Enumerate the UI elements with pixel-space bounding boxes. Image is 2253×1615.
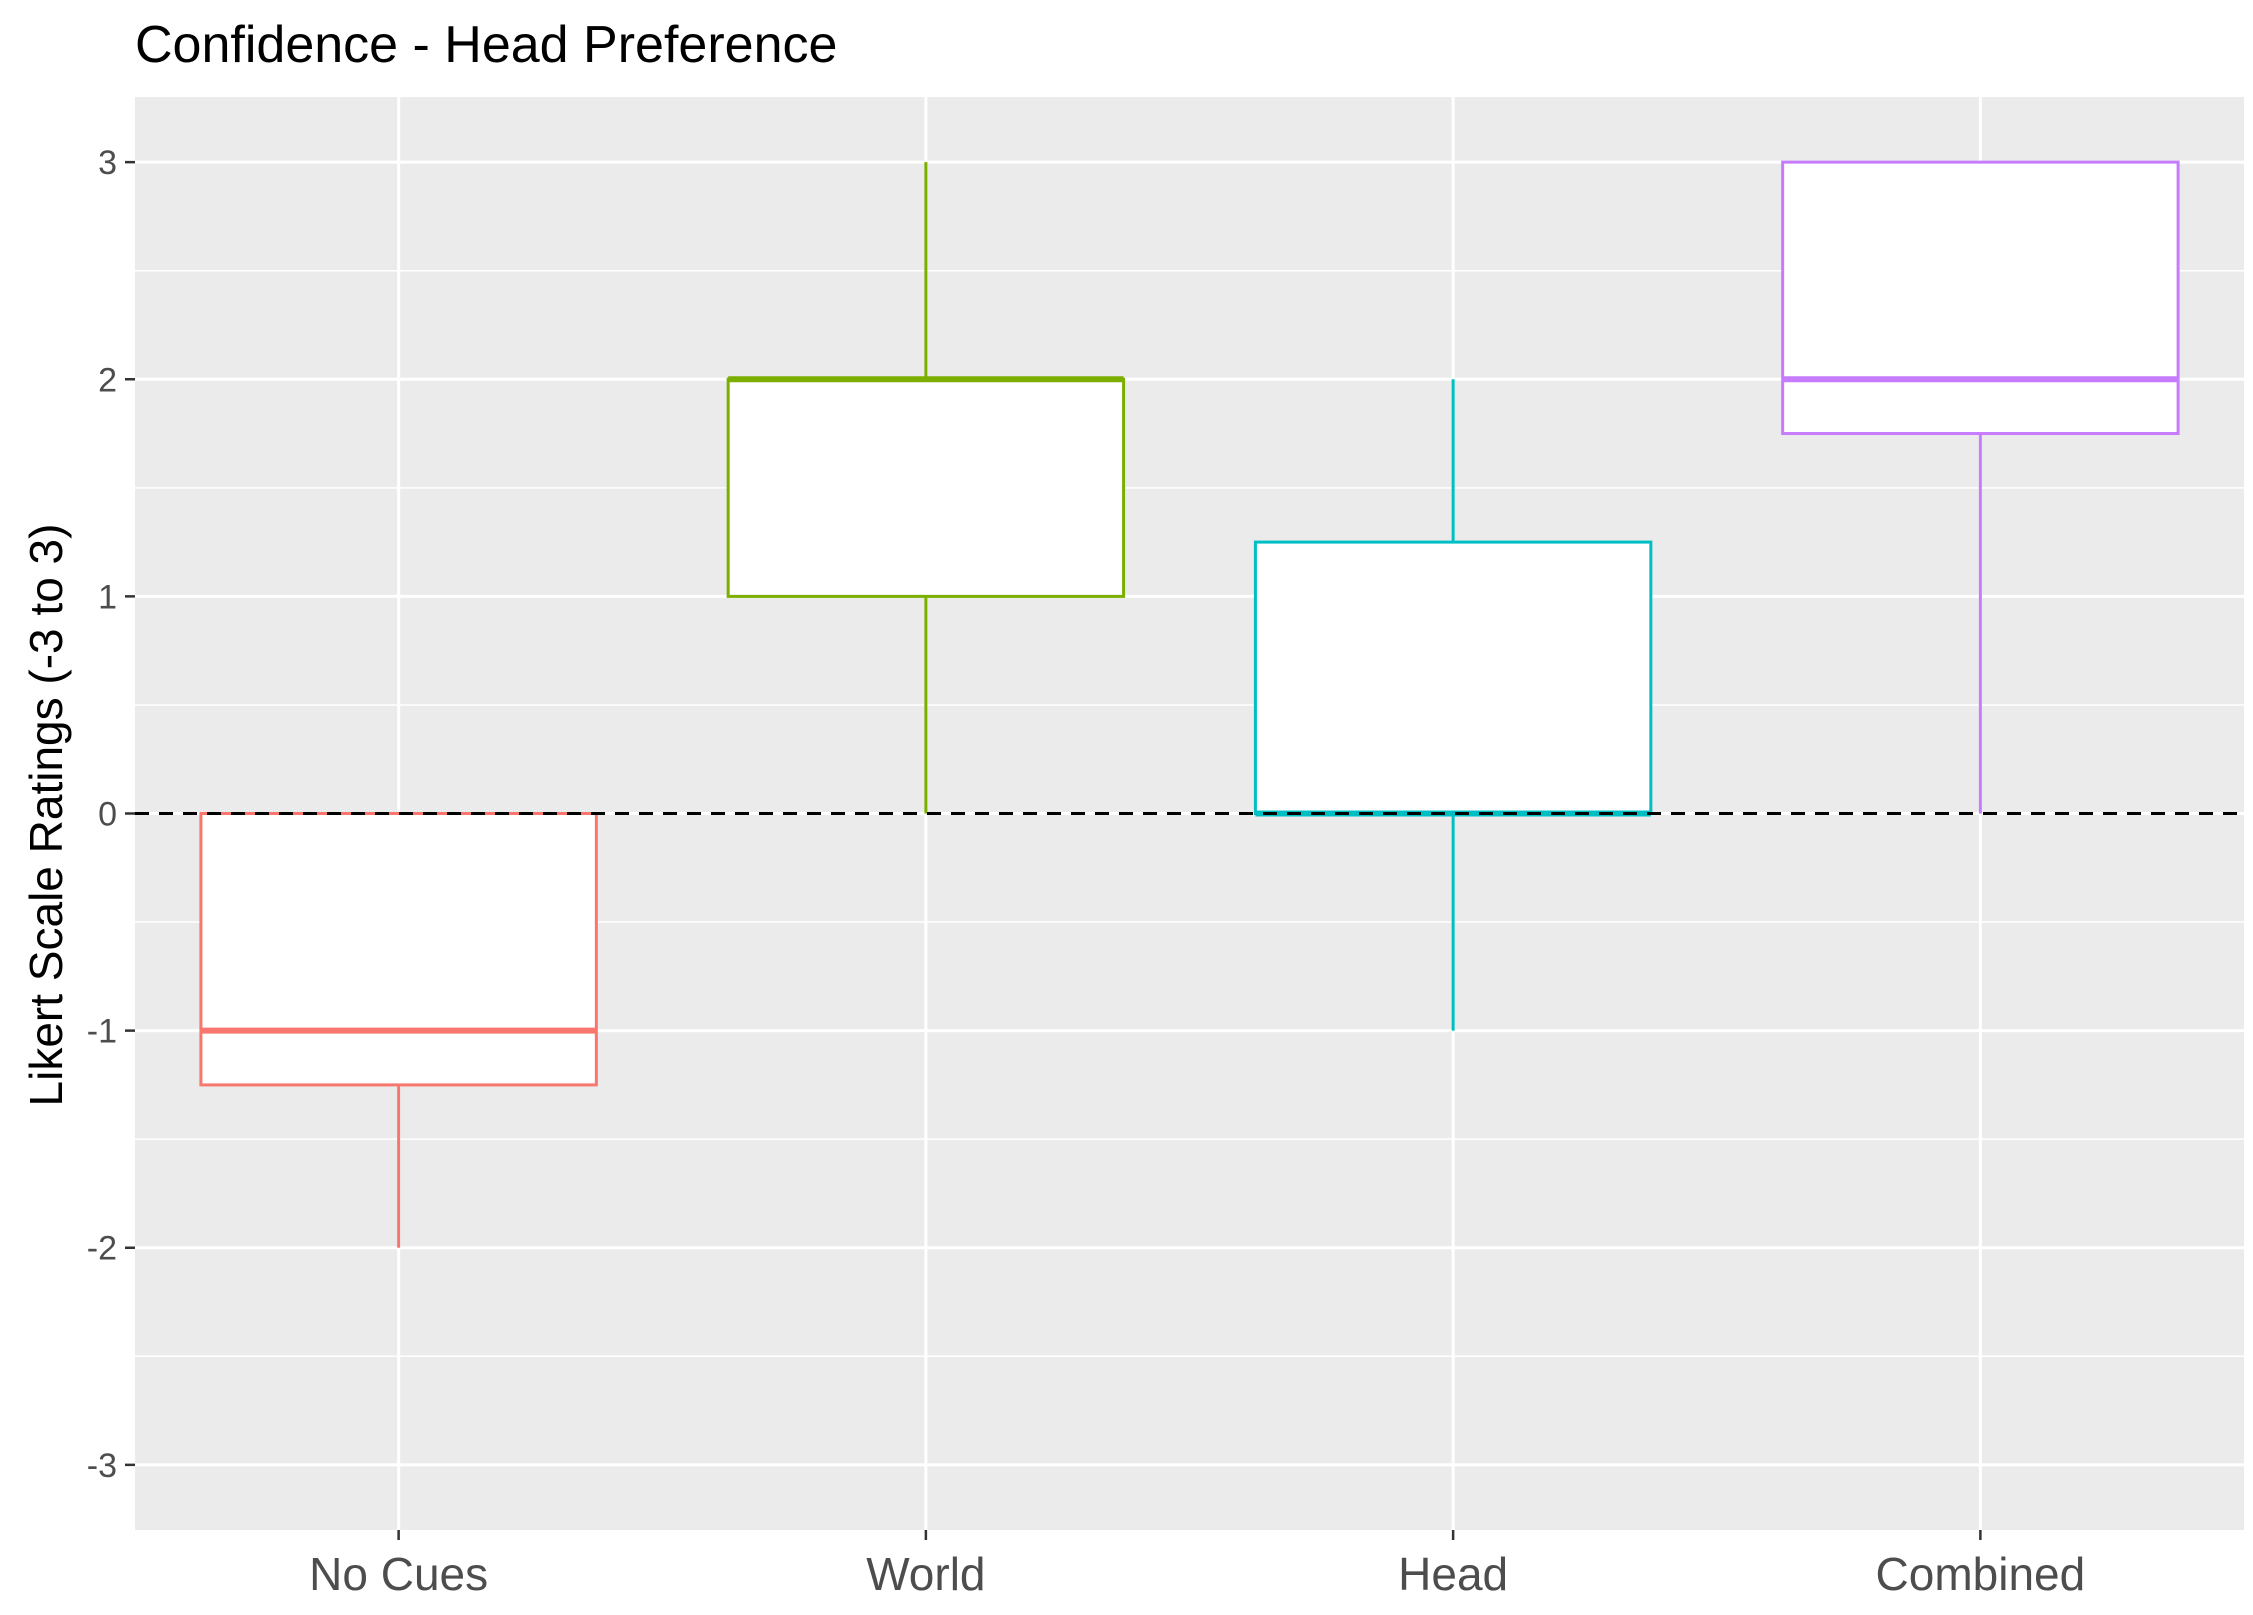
box-no-cues (199, 812, 598, 1248)
y-tick-label: 3 (98, 144, 117, 182)
box-head (1253, 379, 1653, 1031)
box-body (1781, 160, 2180, 436)
x-tick-label: Head (1398, 1548, 1508, 1600)
x-tick-label: Combined (1876, 1548, 2086, 1600)
y-tick-label: 0 (98, 796, 117, 834)
box-body (726, 377, 1126, 598)
chart-title: Confidence - Head Preference (135, 16, 837, 74)
box-combined (1781, 160, 2180, 814)
y-tick-label: -1 (87, 1013, 117, 1051)
box-body (1253, 540, 1653, 816)
y-tick-label: -3 (87, 1447, 117, 1485)
y-axis-ticks: -3 -2 -1 0 1 2 3 (87, 144, 135, 1485)
box-world (726, 162, 1126, 814)
box-body (199, 812, 598, 1087)
y-tick-label: 1 (98, 578, 117, 616)
x-tick-label: No Cues (309, 1548, 488, 1600)
y-axis-label: Likert Scale Ratings (-3 to 3) (20, 524, 72, 1107)
x-tick-label: World (866, 1548, 985, 1600)
y-tick-label: -2 (87, 1230, 117, 1268)
y-tick-label: 2 (98, 361, 117, 399)
boxplots (199, 160, 2180, 1248)
x-axis-ticks: No Cues World Head Combined (309, 1530, 2085, 1600)
